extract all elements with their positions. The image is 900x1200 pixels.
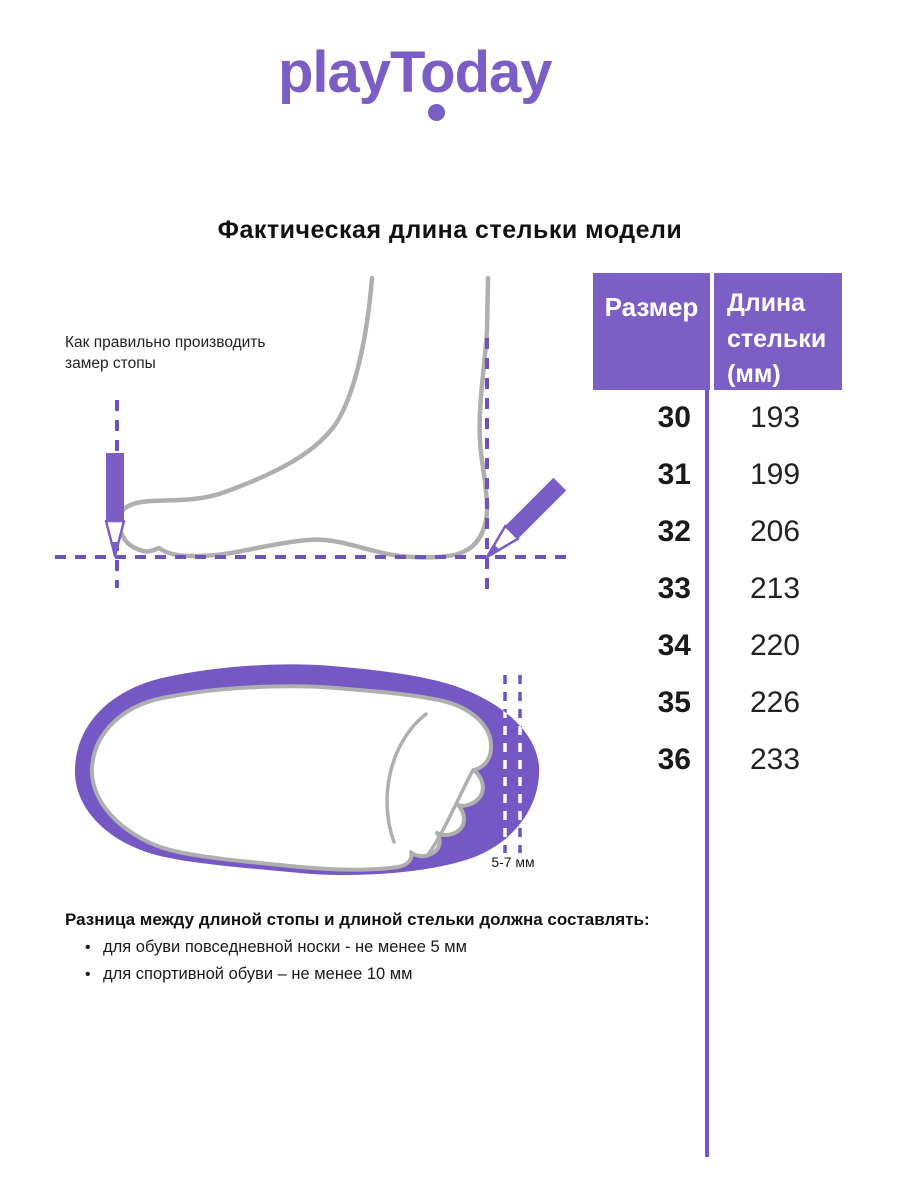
length-cell: 213 [749,571,801,605]
table-row: 31 199 [593,446,845,503]
measure-instruction-line1: Как правильно производить [65,334,266,351]
foot-side-measure-illustration [55,275,575,592]
table-row: 32 206 [593,503,845,560]
measure-instruction-line2: замер стопы [65,355,156,372]
gap-size-label: 5-7 мм [491,854,535,870]
table-header-size: Размер [593,273,710,390]
insole-footprint-illustration [74,664,540,875]
table-row: 34 220 [593,617,845,674]
notes-heading: Разница между длиной стопы и длиной стел… [65,910,650,929]
size-cell: 35 [657,685,691,719]
length-cell: 220 [749,628,801,662]
table-row: 30 193 [593,389,845,446]
table-header-insole-length: Длина стельки (мм) [714,273,842,390]
gap-guide-lines-overlay [503,675,522,853]
foot-outline [116,275,491,560]
size-cell: 34 [657,628,691,662]
notes-list: для обуви повседневной носки - не менее … [85,934,467,988]
pencil-left-icon [104,453,126,558]
table-column-divider [705,390,709,1157]
size-cell: 30 [657,400,691,434]
footprint-shape [89,684,494,872]
length-cell: 233 [749,742,801,776]
measurement-guide-lines [55,338,575,592]
table-row: 36 233 [593,731,845,788]
logo-dot-icon [428,104,445,121]
measure-instruction-label: Как правильно производить замер стопы [65,332,266,374]
page-title: Фактическая длина стельки модели [217,216,683,244]
length-cell: 193 [749,400,801,434]
table-row: 33 213 [593,560,845,617]
length-cell: 199 [749,457,801,491]
size-cell: 36 [657,742,691,776]
note-item-everyday: для обуви повседневной носки - не менее … [85,934,467,961]
brand-logo: playToday [278,44,598,139]
length-cell: 226 [749,685,801,719]
table-row: 35 226 [593,674,845,731]
length-cell: 206 [749,514,801,548]
brand-logo-text: playToday [278,40,553,105]
size-cell: 32 [657,514,691,548]
pencil-right-icon [485,477,567,559]
size-cell: 31 [657,457,691,491]
note-item-sport: для спортивной обуви – не менее 10 мм [85,961,467,988]
size-cell: 33 [657,571,691,605]
footprint-contour-lines [385,712,475,858]
